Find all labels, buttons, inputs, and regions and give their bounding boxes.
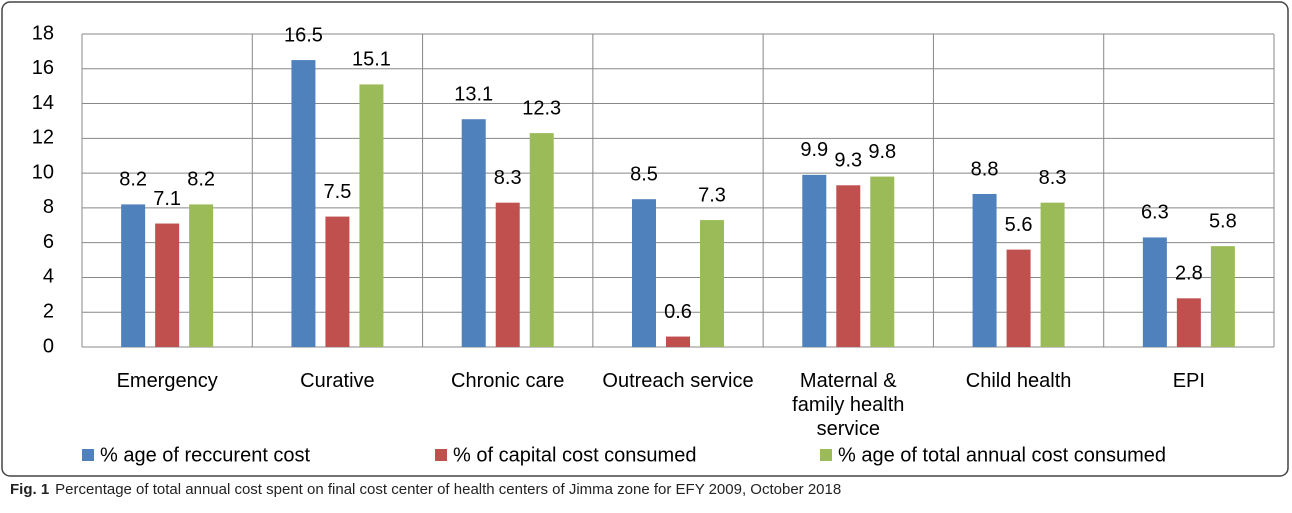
bar xyxy=(836,185,861,347)
bar xyxy=(529,133,554,347)
y-tick-label: 14 xyxy=(32,92,54,114)
y-tick-label: 4 xyxy=(43,266,54,288)
bar xyxy=(291,60,316,347)
data-label: 9.9 xyxy=(800,139,828,161)
data-label: 5.8 xyxy=(1209,210,1237,232)
legend-swatch xyxy=(820,449,832,461)
bar xyxy=(632,199,656,347)
bar xyxy=(1006,249,1031,347)
bar xyxy=(666,336,690,347)
y-tick-label: 8 xyxy=(43,196,54,218)
x-tick-label: Emergency xyxy=(116,370,218,392)
x-tick-label: Child health xyxy=(965,370,1072,392)
legend-label: % age of total annual cost consumed xyxy=(838,444,1166,466)
data-label: 16.5 xyxy=(284,24,323,46)
x-tick-label: Maternal & family health service xyxy=(792,370,905,440)
data-label: 9.8 xyxy=(868,141,896,163)
data-label: 2.8 xyxy=(1175,263,1203,285)
caption: Fig. 1 Percentage of total annual cost sp… xyxy=(10,481,841,498)
data-label: 13.1 xyxy=(454,83,493,105)
bar xyxy=(189,204,214,347)
y-tick-label: 6 xyxy=(43,231,54,253)
data-label: 7.1 xyxy=(153,188,181,210)
data-label: 6.3 xyxy=(1141,202,1169,224)
data-label: 15.1 xyxy=(352,49,391,71)
bar xyxy=(121,204,146,347)
y-tick-label: 2 xyxy=(43,301,54,323)
x-tick-label: Chronic care xyxy=(451,370,565,392)
legend-swatch xyxy=(435,449,447,461)
bar xyxy=(700,220,724,347)
bar xyxy=(1210,246,1235,347)
data-label: 8.2 xyxy=(187,169,215,191)
x-tick-label: Curative xyxy=(300,370,375,392)
x-tick-label: EPI xyxy=(1172,370,1205,392)
bar xyxy=(1142,237,1167,347)
caption-label: Fig. 1 xyxy=(10,481,50,498)
y-tick-label: 12 xyxy=(32,127,54,149)
bar xyxy=(359,84,384,347)
bar xyxy=(1040,202,1065,347)
legend-label: % of capital cost consumed xyxy=(453,444,696,466)
bar xyxy=(1176,298,1201,347)
y-tick-label: 0 xyxy=(43,335,54,357)
y-tick-label: 16 xyxy=(32,57,54,79)
data-label: 7.5 xyxy=(324,181,352,203)
data-label: 8.8 xyxy=(971,158,999,180)
bar xyxy=(325,216,350,347)
data-label: 8.3 xyxy=(1039,167,1067,189)
caption-text: Percentage of total annual cost spent on… xyxy=(55,481,842,498)
data-label: 8.3 xyxy=(494,167,522,189)
data-label: 12.3 xyxy=(522,97,561,119)
legend-label: % age of reccurent cost xyxy=(100,444,311,466)
data-label: 8.5 xyxy=(630,163,658,185)
data-label: 5.6 xyxy=(1005,214,1033,236)
y-tick-label: 18 xyxy=(32,22,54,44)
data-label: 7.3 xyxy=(698,184,726,206)
bar xyxy=(972,193,997,347)
legend-swatch xyxy=(82,449,94,461)
bar xyxy=(495,202,520,347)
data-label: 9.3 xyxy=(834,150,862,172)
frame xyxy=(1,1,1289,477)
bar xyxy=(155,223,180,347)
data-label: 8.2 xyxy=(119,169,147,191)
data-label: 0.6 xyxy=(664,301,692,323)
bar xyxy=(802,174,827,347)
bar xyxy=(870,176,895,347)
bar xyxy=(461,119,486,347)
y-tick-label: 10 xyxy=(32,161,54,183)
x-tick-label: Outreach service xyxy=(602,370,754,392)
